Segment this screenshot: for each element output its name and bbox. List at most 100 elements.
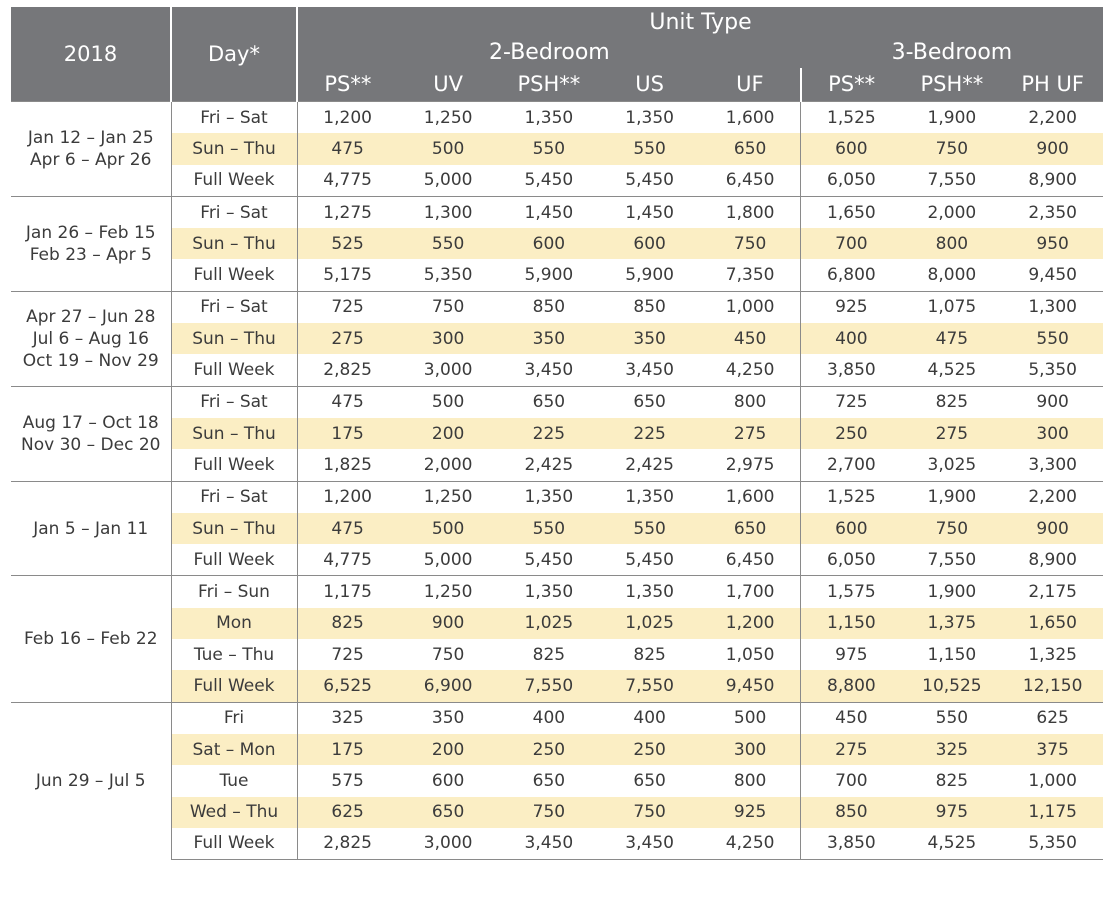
day-cell: Full Week	[171, 164, 298, 197]
period-cell: Jan 26 – Feb 15 Feb 23 – Apr 5	[11, 195, 172, 292]
rate-cell: 4,525	[901, 827, 1003, 861]
column-header: UF	[700, 67, 801, 102]
rate-cell: 1,350	[498, 101, 600, 134]
day-cell: Fri – Sat	[171, 385, 298, 418]
rate-cell: 700	[800, 228, 902, 260]
rate-cell: 800	[733, 770, 767, 791]
rate-cell: 2,200	[1002, 101, 1104, 134]
period-label: Jan 12 – Jan 25	[27, 127, 154, 148]
day-cell: Sat – Mon	[171, 733, 298, 766]
rate-cell: 7,550	[901, 164, 1003, 197]
day-cell: Full Week	[171, 670, 298, 703]
rate-cell: 750	[599, 796, 700, 828]
rate-cell: 1,050	[725, 644, 775, 665]
rate-table: 2018 Day* Unit Type 2-Bedroom 3-Bedroom …	[11, 7, 1104, 861]
rate-cell: 925	[700, 796, 801, 828]
rate-cell: 1,200	[297, 101, 398, 134]
rate-cell: 475	[297, 385, 398, 418]
rate-table-container: 2018 Day* Unit Type 2-Bedroom 3-Bedroom …	[11, 7, 1104, 861]
rate-cell: 300	[1002, 417, 1104, 450]
rate-cell: 8,800	[800, 670, 902, 703]
day-header: Day*	[171, 7, 298, 102]
day-cell: Sun – Thu	[171, 512, 298, 545]
rate-cell: 1,275	[297, 195, 398, 229]
rate-cell: 550	[498, 512, 600, 545]
rate-cell: 3,450	[498, 354, 600, 387]
rate-cell: 3,025	[901, 449, 1003, 482]
rate-cell: 825	[935, 770, 969, 791]
day-cell: Tue	[171, 765, 298, 797]
rate-cell: 850	[498, 290, 600, 324]
rate-cell: 1,350	[498, 575, 600, 608]
rate-cell: 800	[700, 385, 801, 418]
column-header: PS**	[799, 67, 902, 102]
rate-cell: 325	[297, 701, 398, 734]
period-cell: Jan 12 – Jan 25 Apr 6 – Apr 26	[11, 101, 172, 197]
rate-cell: 600	[800, 133, 902, 165]
unit-type-header: Unit Type	[297, 7, 1104, 38]
rate-cell: 4,775	[297, 164, 398, 197]
table-row: Tue – Thu 725 750 825 825 1,050 975 1,150 1,325	[11, 639, 1103, 671]
day-cell: Fri	[171, 701, 298, 734]
table-row: Full Week 2,825 3,000 3,450 3,450 4,250 3,850 4…	[11, 354, 1104, 387]
rate-cell: 9,450	[700, 670, 801, 703]
day-cell: Sun – Thu	[171, 417, 298, 450]
rate-cell: 5,350	[1002, 354, 1104, 387]
rate-cell: 250	[800, 417, 902, 450]
rate-cell: 5,450	[498, 164, 600, 197]
rate-cell: 275	[800, 733, 902, 766]
rate-cell: 750	[700, 228, 801, 260]
period-label: Feb 16 – Feb 22	[23, 629, 158, 650]
period-label: Jan 5 – Jan 11	[33, 518, 149, 539]
rate-cell: 1,000	[1028, 770, 1077, 791]
rate-cell: 275	[901, 417, 1003, 450]
rate-cell: 1,450	[498, 195, 600, 229]
rate-cell: 475	[297, 133, 398, 165]
rate-cell: 600	[431, 770, 465, 791]
rate-cell: 900	[1002, 133, 1104, 165]
period-label: Apr 27 – Jun 28	[26, 306, 156, 327]
rate-cell: 750	[901, 133, 1003, 165]
table-row: Jan 5 – Jan 11 Fri – Sat 1,200 1,250 1,350 1,…	[11, 480, 1104, 576]
rate-cell: 3,450	[498, 827, 600, 861]
table-row: Full Week 5,175 5,350 5,900 5,900 7,350 6,800 8…	[11, 259, 1104, 292]
rate-cell: 500	[700, 701, 801, 734]
day-cell: Full Week	[171, 544, 298, 577]
rate-cell: 4,775	[297, 544, 398, 577]
rate-cell: 525	[297, 228, 398, 260]
rate-cell: 475	[297, 512, 398, 545]
rate-cell: 550	[901, 701, 1003, 734]
rate-cell: 700	[800, 765, 902, 797]
rate-cell: 650	[700, 133, 801, 165]
rate-cell: 500	[397, 385, 499, 418]
rate-cell: 1,525	[800, 480, 902, 513]
day-cell: Sun – Thu	[171, 133, 298, 165]
rate-cell: 1,250	[397, 480, 499, 513]
rate-cell: 1,650	[800, 195, 902, 229]
rate-cell: 3,850	[800, 354, 902, 387]
period-cell: Aug 17 – Oct 18 Nov 30 – Dec 20	[11, 385, 172, 482]
day-cell: Sun – Thu	[171, 323, 298, 355]
rate-cell: 1,700	[700, 575, 801, 608]
rate-cell: 5,175	[297, 259, 398, 292]
rate-cell: 550	[599, 133, 700, 165]
rate-cell: 4,525	[901, 354, 1003, 387]
rate-cell: 1,450	[599, 195, 700, 229]
rate-cell: 375	[1002, 733, 1104, 766]
rate-cell: 300	[397, 323, 499, 355]
table-row: Full Week 4,775 5,000 5,450 5,450 6,450 6,050 7…	[11, 544, 1104, 577]
rate-cell: 5,450	[599, 544, 700, 577]
rate-cell: 850	[800, 796, 902, 828]
rate-cell: 650	[397, 796, 499, 828]
period-label: Nov 30 – Dec 20	[21, 434, 161, 455]
rate-cell: 650	[532, 770, 566, 791]
table-header: 2018 Day* Unit Type 2-Bedroom 3-Bedroom …	[11, 7, 1104, 102]
day-cell: Full Week	[171, 449, 298, 482]
rate-cell: 6,050	[800, 164, 902, 197]
rate-cell: 950	[1002, 228, 1104, 260]
table-row: Sun – Thu 175 200 225 225 275 250 275 300	[11, 417, 1104, 450]
rate-cell: 450	[800, 701, 902, 734]
table-row: Apr 27 – Jun 28 Jul 6 – Aug 16 Oct 19 – No…	[11, 290, 1104, 387]
rate-cell: 750	[498, 796, 600, 828]
rate-cell: 2,000	[901, 195, 1003, 229]
